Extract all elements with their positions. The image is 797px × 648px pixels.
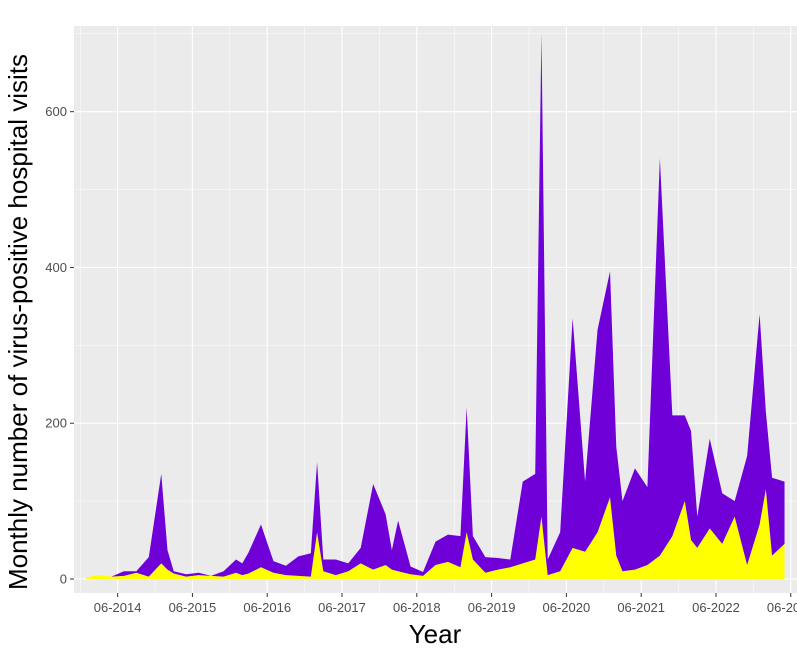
area-series — [86, 33, 785, 579]
x-tick-label: 06-2020 — [543, 600, 591, 615]
y-tick-label: 0 — [60, 571, 67, 586]
x-tick-label: 06-2016 — [243, 600, 291, 615]
x-tick-label: 06-2021 — [617, 600, 665, 615]
y-tick-label: 400 — [45, 260, 67, 275]
y-axis-ticks: 0 200 400 600 — [45, 104, 74, 586]
area-series-1 — [86, 489, 785, 579]
area-series-2 — [86, 33, 785, 578]
y-tick-label: 600 — [45, 104, 67, 119]
x-axis-ticks: 06-2014 06-2015 06-2016 06-2017 06-2018 06-20… — [94, 593, 797, 615]
x-tick-label: 06-2014 — [94, 600, 142, 615]
y-axis-title: Monthly number of virus-positive hospita… — [3, 54, 33, 590]
x-tick-label: 06-2022 — [692, 600, 740, 615]
x-tick-label: 06-2023 — [767, 600, 797, 615]
x-axis-title: Year — [409, 619, 462, 648]
x-tick-label: 06-2017 — [318, 600, 366, 615]
y-tick-label: 200 — [45, 416, 67, 431]
x-tick-label: 06-2015 — [169, 600, 217, 615]
x-tick-label: 06-2019 — [468, 600, 516, 615]
x-tick-label: 06-2018 — [393, 600, 441, 615]
